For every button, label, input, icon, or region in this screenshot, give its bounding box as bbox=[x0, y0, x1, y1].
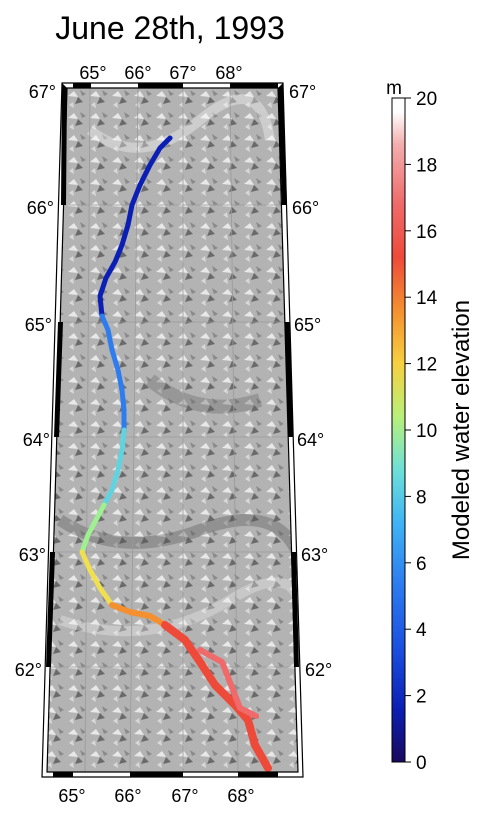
bottom-longitude-labels: 65° 66° 67° 68° bbox=[58, 786, 254, 806]
map-hillshade bbox=[47, 88, 298, 772]
right-latitude-labels: 67° 66° 65° 64° 63° 62° bbox=[289, 82, 332, 680]
colorbar-tick-label: 18 bbox=[416, 155, 437, 176]
bottom-lon-label: 67° bbox=[171, 786, 198, 806]
map-title: June 28th, 1993 bbox=[55, 10, 285, 46]
colorbar-tick-label: 6 bbox=[416, 554, 427, 575]
left-lat-label: 63° bbox=[19, 545, 46, 565]
bottom-lon-label: 68° bbox=[227, 786, 254, 806]
right-lat-label: 63° bbox=[301, 545, 328, 565]
colorbar-ticks: 0 2 4 6 8 10 12 14 16 18 20 bbox=[405, 89, 438, 774]
colorbar-unit: m bbox=[386, 78, 402, 99]
colorbar-tick-label: 2 bbox=[416, 687, 427, 708]
left-lat-label: 66° bbox=[27, 198, 54, 218]
colorbar-ramp bbox=[391, 97, 406, 763]
left-latitude-labels: 67° 66° 65° 64° 63° 62° bbox=[15, 82, 56, 680]
right-lat-label: 65° bbox=[294, 315, 321, 335]
right-lat-label: 66° bbox=[292, 198, 319, 218]
colorbar-tick-label: 8 bbox=[416, 487, 427, 508]
colorbar-tick-label: 12 bbox=[416, 355, 437, 376]
colorbar-tick-label: 14 bbox=[416, 288, 438, 309]
right-lat-label: 62° bbox=[305, 660, 332, 680]
top-lon-label: 66° bbox=[124, 63, 151, 83]
top-longitude-labels: 65° 66° 67° 68° bbox=[79, 63, 242, 83]
map-frame bbox=[41, 82, 304, 778]
left-lat-label: 62° bbox=[15, 660, 42, 680]
bottom-lon-label: 66° bbox=[114, 786, 141, 806]
top-lon-label: 65° bbox=[79, 63, 106, 83]
top-lon-label: 68° bbox=[215, 63, 242, 83]
bottom-lon-label: 65° bbox=[58, 786, 85, 806]
colorbar-tick-label: 20 bbox=[416, 89, 437, 110]
colorbar: m 0 2 4 6 8 10 12 14 16 18 20 Modeled water elevat… bbox=[386, 78, 475, 774]
left-lat-label: 67° bbox=[29, 82, 56, 102]
colorbar-label: Modeled water elevation bbox=[448, 300, 475, 560]
left-lat-label: 65° bbox=[25, 315, 52, 335]
modeled-river bbox=[79, 135, 272, 772]
right-lat-label: 64° bbox=[297, 430, 324, 450]
right-lat-label: 67° bbox=[289, 82, 316, 102]
top-lon-label: 67° bbox=[169, 63, 196, 83]
colorbar-tick-label: 16 bbox=[416, 222, 437, 243]
colorbar-tick-label: 4 bbox=[416, 620, 427, 641]
colorbar-tick-label: 10 bbox=[416, 421, 437, 442]
graticule bbox=[51, 87, 294, 773]
colorbar-tick-label: 0 bbox=[416, 753, 427, 774]
left-lat-label: 64° bbox=[23, 430, 50, 450]
